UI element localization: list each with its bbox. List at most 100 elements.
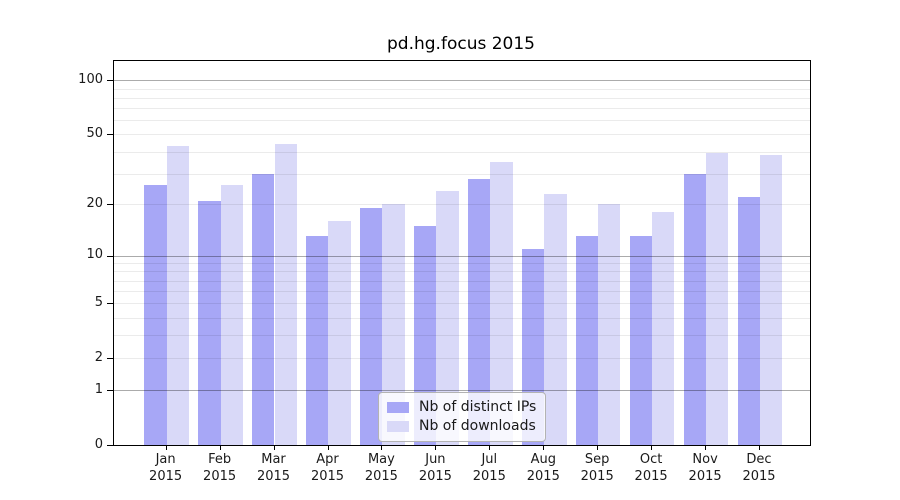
year-label: 2015 bbox=[418, 469, 452, 484]
bar-downloads-may bbox=[382, 204, 405, 445]
gridline-minor bbox=[114, 204, 810, 206]
x-axis-label: Dec 2015 bbox=[729, 451, 789, 485]
x-axis-label: Oct 2015 bbox=[621, 451, 681, 485]
x-axis-label: May 2015 bbox=[351, 451, 411, 485]
y-tick-mark bbox=[107, 80, 113, 82]
year-label: 2015 bbox=[634, 469, 668, 484]
bar-distinct-ips-may bbox=[360, 208, 383, 445]
month-label: Sep bbox=[584, 452, 610, 467]
y-axis-label: 0 bbox=[94, 436, 103, 452]
bar-downloads-jul bbox=[490, 161, 513, 445]
legend-swatch-distinct-ips bbox=[387, 402, 409, 413]
y-tick-mark bbox=[107, 358, 113, 360]
month-label: Jan bbox=[155, 452, 176, 467]
y-axis-label: 1 bbox=[94, 381, 103, 397]
bar-downloads-mar bbox=[274, 144, 297, 445]
gridline-minor bbox=[114, 97, 810, 99]
y-axis-label: 5 bbox=[94, 294, 103, 310]
gridline-minor bbox=[114, 173, 810, 175]
gridline-minor bbox=[114, 263, 810, 264]
legend-label-downloads: Nb of downloads bbox=[419, 418, 536, 434]
bar-distinct-ips-mar bbox=[252, 173, 275, 445]
gridline-major bbox=[114, 80, 810, 82]
x-axis-label: Jul 2015 bbox=[459, 451, 519, 485]
bar-distinct-ips-nov bbox=[683, 173, 707, 445]
month-label: Mar bbox=[261, 452, 286, 467]
y-tick-mark bbox=[107, 390, 113, 392]
gridline-minor bbox=[114, 358, 810, 360]
x-tick-mark bbox=[273, 445, 275, 450]
bar-downloads-jun bbox=[436, 190, 459, 445]
y-tick-mark bbox=[107, 303, 113, 305]
y-axis-label: 50 bbox=[86, 125, 103, 141]
bar-downloads-aug bbox=[544, 193, 567, 445]
bar-downloads-feb bbox=[220, 184, 243, 445]
y-tick-mark bbox=[107, 445, 113, 446]
bar-distinct-ips-feb bbox=[198, 200, 221, 445]
year-label: 2015 bbox=[688, 469, 722, 484]
x-axis-label: Jan 2015 bbox=[136, 451, 196, 485]
month-label: Feb bbox=[208, 452, 232, 467]
plot-area bbox=[107, 60, 811, 446]
legend-item-distinct-ips: Nb of distinct IPs bbox=[387, 398, 537, 417]
year-label: 2015 bbox=[256, 469, 291, 484]
y-axis-label: 100 bbox=[78, 71, 103, 87]
legend: Nb of distinct IPs Nb of downloads bbox=[378, 392, 546, 442]
x-tick-mark bbox=[327, 445, 329, 450]
bar-distinct-ips-jun bbox=[414, 225, 437, 445]
year-label: 2015 bbox=[526, 469, 560, 484]
gridline-minor bbox=[114, 134, 810, 136]
legend-swatch-downloads bbox=[387, 421, 409, 432]
y-axis-label: 20 bbox=[86, 195, 103, 211]
bar-downloads-jan bbox=[166, 145, 189, 445]
month-label: Jul bbox=[481, 452, 498, 467]
month-label: May bbox=[367, 452, 395, 467]
year-label: 2015 bbox=[364, 469, 398, 484]
bar-distinct-ips-jan bbox=[144, 184, 167, 445]
x-axis-label: Mar 2015 bbox=[244, 451, 304, 485]
year-label: 2015 bbox=[580, 469, 614, 484]
bar-distinct-ips-oct bbox=[629, 236, 653, 445]
bar-distinct-ips-jul bbox=[468, 178, 491, 445]
legend-item-downloads: Nb of downloads bbox=[387, 417, 537, 436]
gridline-minor bbox=[114, 291, 810, 293]
gridline-minor bbox=[114, 335, 810, 337]
gridline-minor bbox=[114, 88, 810, 90]
y-axis-label: 2 bbox=[94, 349, 103, 365]
x-tick-mark bbox=[489, 445, 491, 450]
x-tick-mark bbox=[705, 445, 707, 450]
month-label: Oct bbox=[639, 452, 663, 467]
x-axis-label: Nov 2015 bbox=[675, 451, 735, 485]
bar-distinct-ips-apr bbox=[306, 236, 329, 445]
gridline-minor bbox=[114, 280, 810, 282]
year-label: 2015 bbox=[742, 469, 776, 484]
month-label: Dec bbox=[746, 452, 772, 467]
x-tick-mark bbox=[597, 445, 599, 450]
x-axis-label: Sep 2015 bbox=[567, 451, 627, 485]
y-tick-mark bbox=[107, 134, 113, 136]
x-tick-mark bbox=[381, 445, 383, 450]
x-axis-label: Jun 2015 bbox=[405, 451, 465, 485]
bar-downloads-sep bbox=[598, 204, 621, 445]
y-axis-label: 10 bbox=[86, 247, 103, 262]
x-tick-mark bbox=[651, 445, 653, 450]
year-label: 2015 bbox=[149, 469, 183, 484]
gridline-minor bbox=[114, 108, 810, 110]
year-label: 2015 bbox=[310, 469, 345, 484]
gridline-major bbox=[114, 255, 810, 257]
month-label: Jun bbox=[425, 452, 446, 467]
y-tick-mark bbox=[107, 204, 113, 206]
x-tick-mark bbox=[543, 445, 545, 450]
gridline-minor bbox=[114, 151, 810, 153]
x-tick-mark bbox=[759, 445, 760, 450]
gridline-major bbox=[114, 390, 810, 392]
bar-distinct-ips-sep bbox=[575, 236, 599, 445]
bar-downloads-nov bbox=[706, 153, 729, 445]
bar-downloads-dec bbox=[760, 155, 783, 445]
gridline-minor bbox=[114, 271, 810, 273]
bar-downloads-oct bbox=[652, 212, 675, 445]
year-label: 2015 bbox=[203, 469, 237, 484]
x-tick-mark bbox=[165, 445, 167, 450]
x-axis-label: Feb 2015 bbox=[190, 451, 250, 485]
